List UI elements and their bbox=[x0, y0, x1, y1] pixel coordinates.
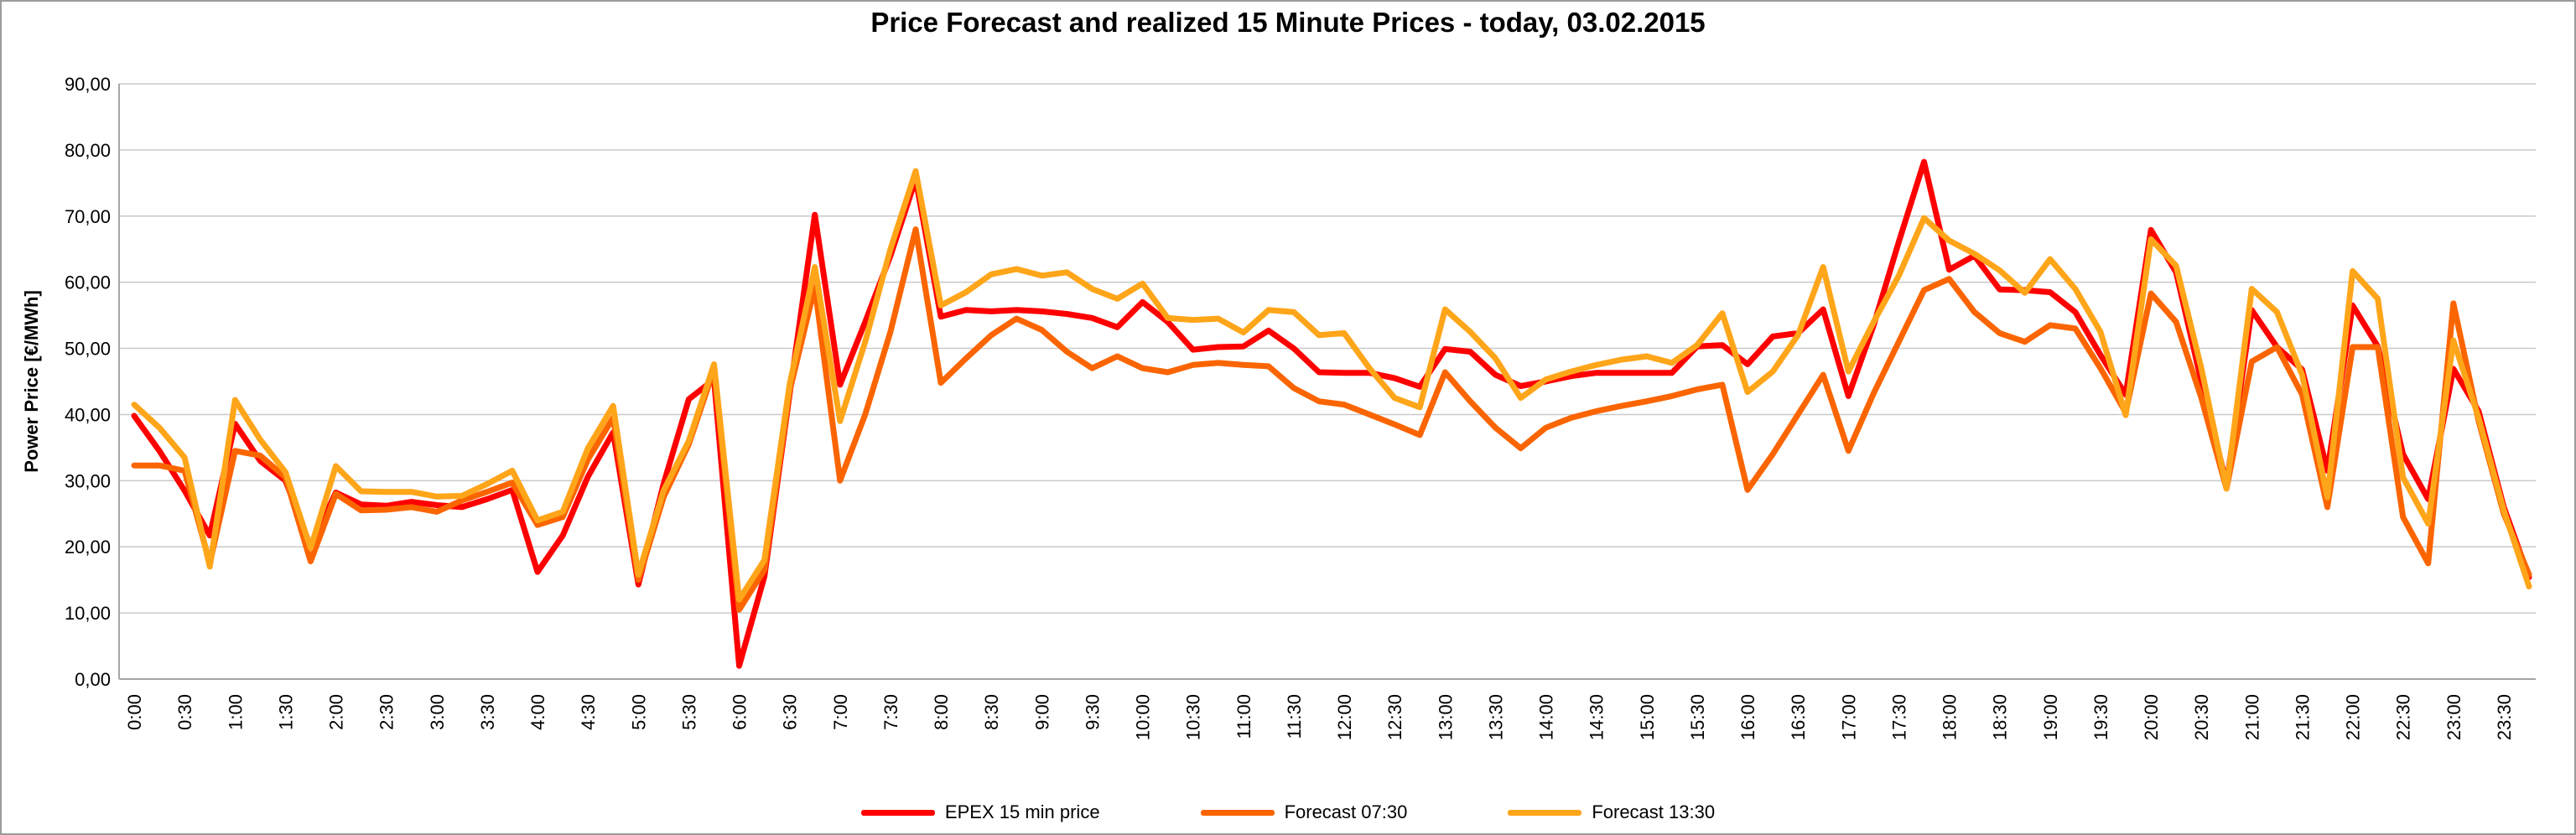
x-tick-label: 4:30 bbox=[578, 694, 599, 730]
x-tick-label: 23:00 bbox=[2444, 694, 2464, 740]
x-tick-label: 4:00 bbox=[527, 694, 548, 730]
y-tick-label: 30,00 bbox=[65, 470, 111, 491]
y-tick-label: 50,00 bbox=[65, 339, 111, 360]
x-tick-label: 1:00 bbox=[225, 694, 246, 730]
chart-legend: EPEX 15 min price Forecast 07:30 Forecas… bbox=[2, 801, 2574, 823]
x-tick-label: 2:00 bbox=[326, 694, 347, 730]
series-line-1-forecast-07-30 bbox=[131, 226, 2532, 613]
x-tick-label: 21:00 bbox=[2241, 694, 2262, 740]
x-tick-label: 16:00 bbox=[1737, 694, 1758, 740]
x-tick-label: 10:00 bbox=[1133, 694, 1154, 740]
x-tick-label: 23:30 bbox=[2494, 694, 2515, 740]
x-tick-label: 9:00 bbox=[1031, 694, 1052, 730]
x-tick-label: 14:30 bbox=[1587, 694, 1607, 740]
epex-line-swatch bbox=[860, 809, 935, 816]
legend-label-epex: EPEX 15 min price bbox=[944, 801, 1100, 822]
x-tick-label: 6:00 bbox=[730, 694, 750, 730]
x-tick-label: 3:30 bbox=[477, 694, 498, 730]
x-tick-label: 9:30 bbox=[1082, 694, 1103, 730]
x-tick-label: 13:30 bbox=[1485, 694, 1506, 740]
x-tick-label: 1:30 bbox=[275, 694, 296, 730]
x-tick-label: 10:30 bbox=[1183, 694, 1204, 740]
x-tick-label: 20:30 bbox=[2191, 694, 2212, 740]
x-tick-label: 18:30 bbox=[1990, 694, 2011, 740]
y-tick-label: 80,00 bbox=[65, 140, 111, 161]
x-tick-label: 13:00 bbox=[1435, 694, 1456, 740]
legend-item-forecast-0730: Forecast 07:30 bbox=[1200, 801, 1408, 823]
x-tick-label: 17:30 bbox=[1888, 694, 1909, 740]
x-tick-label: 0:00 bbox=[124, 694, 145, 730]
x-tick-label: 8:00 bbox=[931, 694, 952, 730]
y-tick-label: 70,00 bbox=[65, 206, 111, 227]
y-tick-label: 10,00 bbox=[65, 603, 111, 624]
x-tick-label: 2:30 bbox=[377, 694, 397, 730]
x-tick-label: 0:30 bbox=[174, 694, 195, 730]
x-tick-label: 17:00 bbox=[1838, 694, 1859, 740]
x-tick-label: 22:00 bbox=[2343, 694, 2364, 740]
x-tick-label: 7:30 bbox=[880, 694, 901, 730]
x-tick-label: 7:00 bbox=[830, 694, 851, 730]
series-line-2-forecast-13-30 bbox=[131, 168, 2532, 603]
x-tick-label: 11:00 bbox=[1233, 694, 1254, 739]
series-line-0-epex-15-min-price bbox=[131, 158, 2532, 669]
x-tick-label: 5:00 bbox=[628, 694, 649, 730]
x-tick-label: 5:30 bbox=[678, 694, 699, 730]
x-tick-label: 15:00 bbox=[1637, 694, 1658, 740]
y-tick-label: 40,00 bbox=[65, 404, 111, 425]
x-tick-label: 14:00 bbox=[1536, 694, 1557, 740]
forecast-1330-line-swatch bbox=[1508, 809, 1582, 816]
x-tick-label: 21:30 bbox=[2292, 694, 2313, 740]
legend-item-epex: EPEX 15 min price bbox=[860, 801, 1100, 823]
x-tick-label: 18:00 bbox=[1940, 694, 1961, 740]
y-tick-label: 0,00 bbox=[75, 669, 111, 690]
y-tick-label: 20,00 bbox=[65, 537, 111, 558]
y-tick-label: 60,00 bbox=[65, 272, 111, 293]
forecast-0730-line-swatch bbox=[1200, 809, 1275, 816]
x-tick-label: 8:30 bbox=[981, 694, 1002, 730]
legend-label-forecast-0730: Forecast 07:30 bbox=[1284, 801, 1408, 822]
x-tick-label: 12:00 bbox=[1334, 694, 1355, 740]
x-tick-label: 16:30 bbox=[1788, 694, 1809, 740]
y-tick-label: 90,00 bbox=[65, 74, 111, 95]
legend-label-forecast-1330: Forecast 13:30 bbox=[1592, 801, 1716, 822]
x-tick-label: 19:30 bbox=[2090, 694, 2111, 740]
x-tick-label: 20:00 bbox=[2141, 694, 2162, 740]
x-tick-label: 22:30 bbox=[2393, 694, 2414, 740]
x-tick-label: 3:00 bbox=[427, 694, 448, 730]
chart-title: Price Forecast and realized 15 Minute Pr… bbox=[870, 7, 1706, 38]
x-tick-label: 6:30 bbox=[780, 694, 801, 730]
legend-item-forecast-1330: Forecast 13:30 bbox=[1508, 801, 1715, 823]
x-tick-label: 12:30 bbox=[1384, 694, 1405, 740]
x-tick-label: 11:30 bbox=[1284, 694, 1305, 739]
x-tick-label: 19:00 bbox=[2040, 694, 2061, 740]
x-tick-label: 15:30 bbox=[1687, 694, 1708, 740]
